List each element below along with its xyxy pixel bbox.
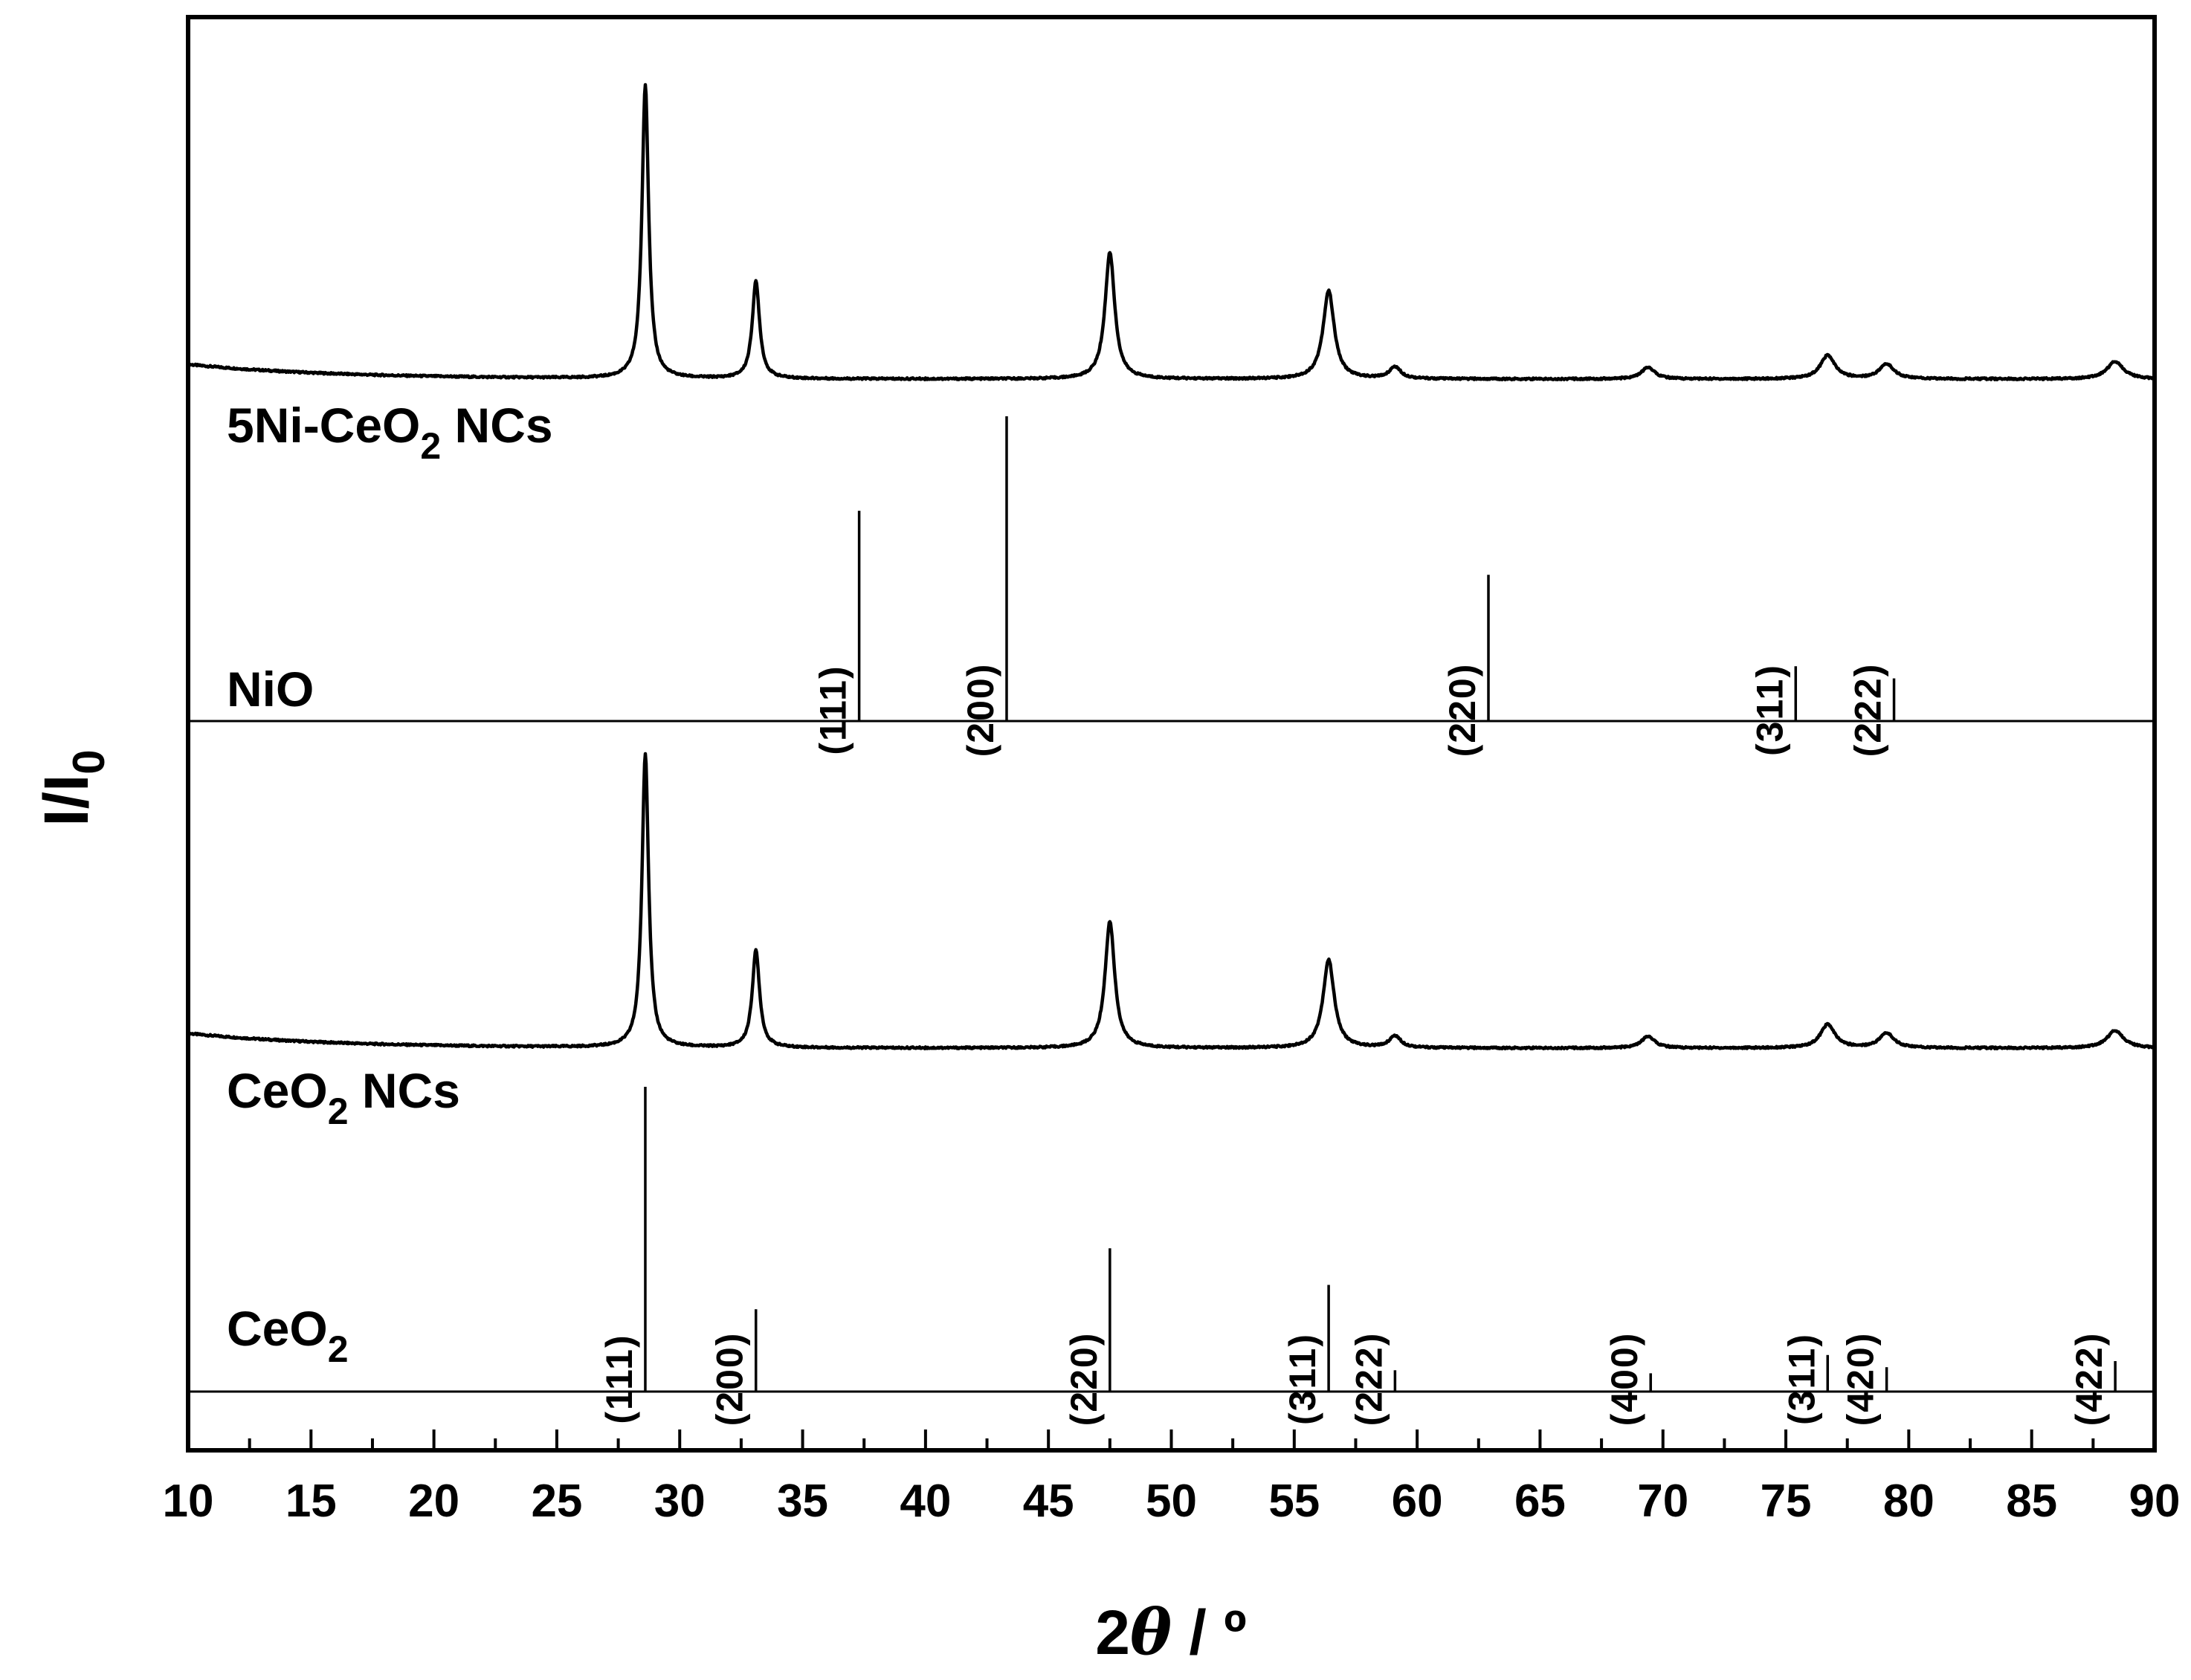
hkl-label-nio-0: (111)	[813, 665, 854, 755]
hkl-label-ceo2ref-3: (311)	[1282, 1333, 1323, 1425]
hkl-label-ceo2ref-4: (222)	[1348, 1332, 1390, 1427]
panel-label-main: CeO	[227, 1301, 328, 1356]
panel-nio: (111) (200) (220) (311) (222) NiO	[227, 416, 1896, 757]
hkl-label-ceo2ref-0: (111)	[598, 1334, 640, 1424]
plot-frame	[186, 15, 2157, 1453]
hkl-label-ceo2ref-8: (422)	[2068, 1332, 2110, 1427]
hkl-label-ceo2ref-2: (220)	[1063, 1332, 1105, 1427]
x-tick-label: 15	[285, 1476, 337, 1527]
hkl-label-ceo2ref-5: (400)	[1604, 1332, 1645, 1427]
x-axis-label-unit: / º	[1172, 1597, 1247, 1667]
hkl-label-ceo2ref-7: (420)	[1840, 1332, 1882, 1427]
pattern-trace-5ni	[186, 83, 2156, 382]
hkl-label-nio-1: (200)	[960, 663, 1001, 757]
x-tick-label: 20	[408, 1476, 459, 1527]
x-tick-label: 45	[1023, 1476, 1074, 1527]
panel-5ni: 5Ni-CeO2 NCs	[186, 83, 2156, 467]
x-axis-label: 2θ / º	[1095, 1595, 1246, 1669]
x-tick-label: 55	[1268, 1476, 1320, 1527]
panel-ceo2nc: CeO2 NCs	[186, 752, 2156, 1132]
y-axis-label: I/I0	[31, 749, 114, 826]
panel-label-tail: NCs	[349, 1063, 460, 1118]
panel-label-nio: NiO	[227, 662, 314, 717]
panel-label-ceo2ref: CeO2	[227, 1301, 349, 1370]
panel-label-5ni: 5Ni-CeO2 NCs	[227, 398, 553, 467]
hkl-label-nio-4: (222)	[1848, 663, 1889, 757]
x-tick-label: 35	[777, 1476, 828, 1527]
hkl-label-nio-2: (220)	[1442, 663, 1483, 757]
x-tick-label: 30	[654, 1476, 706, 1527]
panel-label-sub: 2	[420, 425, 441, 467]
x-tick-label: 65	[1514, 1476, 1566, 1527]
x-tick-label: 50	[1146, 1476, 1197, 1527]
y-axis-label-sub: 0	[64, 749, 114, 774]
x-tick-label: 10	[163, 1476, 214, 1527]
panel-label-tail: NCs	[441, 398, 552, 453]
panels-layer: 5Ni-CeO2 NCs(111) (200) (220) (311) (222)NiO…	[186, 83, 2156, 1427]
x-tick-label: 80	[1883, 1476, 1935, 1527]
panel-label-ceo2nc: CeO2 NCs	[227, 1063, 460, 1132]
y-axis-label-base: I/I	[31, 775, 101, 827]
panel-label-main: 5Ni-CeO	[227, 398, 420, 453]
x-tick-label: 70	[1637, 1476, 1688, 1527]
y-axis-label-group: I/I0	[31, 749, 114, 826]
x-tick-label: 85	[2006, 1476, 2057, 1527]
x-axis-label-theta: θ	[1130, 1595, 1172, 1669]
x-tick-label: 40	[900, 1476, 951, 1527]
panel-label-sub: 2	[328, 1091, 349, 1132]
x-tick-label: 25	[531, 1476, 582, 1527]
x-axis-ticks: 10 15 20 25 30 35 40 45 50 55 60 65 70 75 80 85 90	[163, 1429, 2181, 1527]
x-axis-label-lead: 2	[1095, 1597, 1130, 1667]
x-tick-label: 75	[1761, 1476, 1812, 1527]
pattern-trace-ceo2nc	[186, 752, 2156, 1051]
panel-ceo2ref: (111) (200) (220) (311) (222) (400) (311) (420)…	[227, 1087, 2117, 1427]
x-tick-label: 60	[1392, 1476, 1443, 1527]
panel-label-main: CeO	[227, 1063, 328, 1118]
hkl-label-ceo2ref-6: (311)	[1781, 1333, 1822, 1425]
hkl-label-nio-3: (311)	[1749, 664, 1790, 756]
panel-label-sub: 2	[328, 1328, 349, 1370]
x-tick-label: 90	[2129, 1476, 2181, 1527]
panel-label-main: NiO	[227, 662, 314, 717]
hkl-label-ceo2ref-1: (200)	[709, 1332, 751, 1427]
